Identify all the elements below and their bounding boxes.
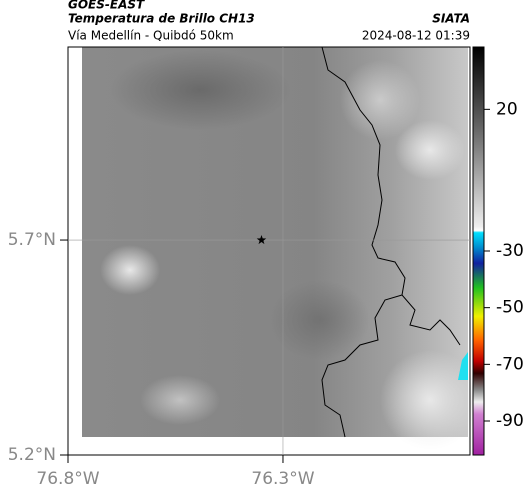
lon-label: 76.8°W bbox=[36, 469, 99, 489]
satellite: GOES-EAST bbox=[68, 0, 145, 12]
source: SIATA bbox=[432, 12, 470, 26]
colorbar bbox=[472, 46, 485, 456]
colorbar-label: -30 bbox=[496, 241, 524, 261]
product: Temperatura de Brillo CH13 bbox=[68, 12, 255, 26]
map-frame bbox=[67, 46, 471, 456]
colorbar-label: -50 bbox=[496, 298, 524, 318]
colorbar-label: -90 bbox=[496, 411, 524, 431]
imagery bbox=[82, 47, 480, 450]
colorbar-label: 20 bbox=[496, 99, 518, 119]
location-star bbox=[256, 235, 267, 245]
lat-label: 5.2°N bbox=[8, 445, 56, 465]
boundaries bbox=[321, 46, 461, 438]
lat-label: 5.7°N bbox=[8, 230, 56, 250]
lon-label: 76.3°W bbox=[251, 469, 314, 489]
colorbar-label: -70 bbox=[496, 354, 524, 374]
timestamp: 2024-08-12 01:39 bbox=[362, 29, 470, 43]
region: Vía Medellín - Quibdó 50km bbox=[68, 29, 234, 43]
